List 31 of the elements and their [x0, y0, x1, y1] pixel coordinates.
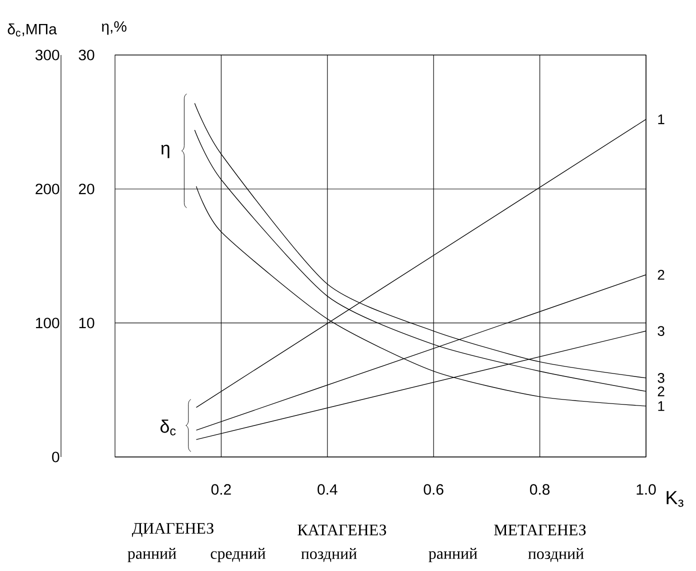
text: средний: [210, 548, 266, 562]
y-tick-label: 200: [36, 184, 60, 194]
y2-axis-title: η,%: [102, 21, 126, 35]
y2-tick-label: 10: [79, 318, 94, 328]
series-label: 3: [658, 326, 664, 336]
y-tick-label: 300: [35, 50, 60, 60]
text: МЕТАГЕНЕЗ: [494, 524, 586, 536]
x-tick-label: 0.6: [424, 484, 444, 495]
y2-tick-label: 20: [78, 184, 94, 194]
series-label: 1: [658, 401, 664, 411]
y-tick-label: 0: [52, 452, 60, 462]
series-label: 2: [658, 270, 664, 280]
x-tick-label: 0.2: [211, 484, 231, 495]
text: поздний: [528, 548, 584, 562]
series-label: 3: [658, 372, 664, 383]
x-axis-title: K$_{з}$: [666, 491, 684, 507]
text: ранний: [128, 548, 176, 562]
text: поздний: [301, 548, 357, 562]
y-tick-label: 100: [36, 318, 60, 328]
y-axis-title: δ$_{c}$,МПа: [8, 23, 57, 37]
x-tick-label: 0.4: [318, 484, 338, 495]
annotation: η: [161, 144, 170, 158]
y2-tick-label: 30: [78, 50, 94, 60]
text: КАТАГЕНЕЗ: [298, 524, 386, 536]
text: ранний: [428, 548, 478, 562]
x-tick-label: 1.0: [636, 484, 656, 495]
series-label: 1: [658, 114, 664, 124]
text: ДИАГЕНЕЗ: [132, 523, 214, 537]
series-label: 2: [658, 386, 664, 396]
annotation: δ$_{c}$: [160, 420, 176, 436]
x-tick-label: 0.8: [530, 484, 550, 495]
